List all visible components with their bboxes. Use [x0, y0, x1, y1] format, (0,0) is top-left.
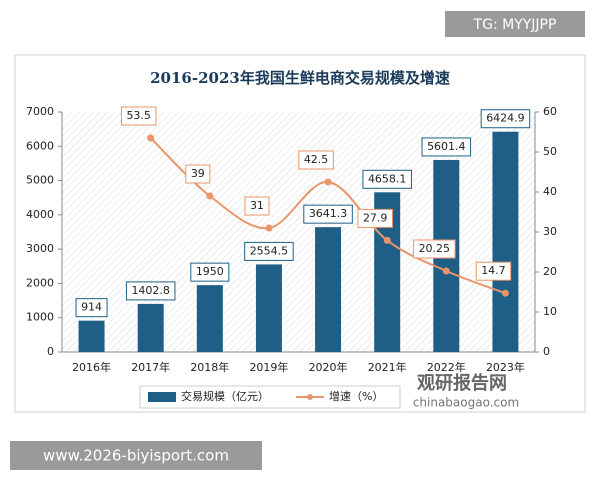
x-tick-label: 2020年	[309, 360, 348, 374]
bar-value-label: 3641.3	[309, 207, 348, 220]
bar	[196, 285, 223, 352]
line-value-label-box	[413, 239, 456, 259]
y-tick-label: 2000	[26, 276, 54, 289]
line-marker	[324, 178, 332, 186]
x-tick-label: 2018年	[190, 360, 229, 374]
y-tick-label: 3000	[26, 242, 54, 255]
line-marker	[265, 224, 273, 232]
bar	[78, 320, 105, 352]
watermark-box	[445, 11, 585, 37]
watermark-box	[10, 441, 262, 470]
y2-tick-label: 10	[543, 305, 557, 318]
bar-value-label-box	[190, 262, 230, 282]
logo-url: chinabaogao.com	[413, 396, 519, 410]
bar	[255, 264, 282, 352]
legend-frame	[139, 385, 401, 409]
logo: 观研报告网	[417, 372, 507, 394]
x-tick-label: 2023年	[486, 360, 525, 374]
legend-label: 交易规模（亿元）	[181, 389, 269, 403]
x-tick-label: 2021年	[368, 360, 407, 374]
chart-title: 2016-2023年我国生鲜电商交易规模及增速	[150, 69, 450, 87]
line-value-label: 20.25	[419, 242, 451, 255]
bar-value-label-box	[244, 241, 294, 261]
x-tick-label: 2017年	[131, 360, 170, 374]
bar-value-label-box	[75, 298, 108, 318]
y-tick-label: 1000	[26, 311, 54, 324]
line-marker	[147, 134, 155, 142]
y-tick-label: 5000	[26, 174, 54, 187]
x-tick-label: 2016年	[72, 360, 111, 374]
line-value-label: 27.9	[363, 211, 388, 224]
y-tick-label: 4000	[26, 208, 54, 221]
line-marker	[501, 289, 509, 297]
bar-value-label: 1402.8	[131, 284, 170, 297]
line-value-label: 39	[191, 167, 205, 180]
y2-tick-label: 20	[543, 265, 557, 278]
line-value-label-box	[244, 196, 270, 216]
bar-value-label: 4658.1	[368, 172, 407, 185]
y2-tick-label: 50	[543, 145, 557, 158]
line-value-label-box	[475, 261, 512, 281]
bar-value-label-box	[125, 281, 176, 301]
bar-value-label: 5601.4	[427, 140, 466, 153]
bar-value-label: 6424.9	[486, 112, 525, 125]
line-value-label: 53.5	[126, 109, 151, 122]
bar-value-label: 2554.5	[250, 244, 289, 257]
line-value-label-box	[185, 164, 211, 184]
line-marker	[206, 192, 214, 200]
y2-tick-label: 40	[543, 185, 557, 198]
bar	[492, 131, 519, 352]
watermark-text: TG: MYYJJPP	[473, 17, 557, 33]
line-value-label: 42.5	[304, 153, 329, 166]
legend-swatch	[307, 394, 313, 400]
y2-tick-label: 0	[543, 345, 550, 358]
bar-value-label-box	[480, 109, 531, 129]
legend-swatch	[148, 392, 176, 402]
y-tick-label: 7000	[26, 105, 54, 118]
bar-value-label: 1950	[196, 265, 224, 278]
line-value-label: 31	[250, 199, 264, 212]
line-marker	[383, 236, 391, 244]
legend-label: 增速（%）	[329, 389, 383, 403]
chart-frame	[14, 54, 586, 413]
y2-tick-label: 60	[543, 105, 557, 118]
watermark-text: www.2026-biyisport.com	[43, 447, 229, 465]
line-value-label-box	[357, 208, 393, 228]
bar-value-label-box	[303, 204, 353, 224]
x-tick-label: 2019年	[249, 360, 288, 374]
line-value-label: 14.7	[481, 264, 506, 277]
line-marker	[442, 267, 450, 275]
x-tick-label: 2022年	[427, 360, 466, 374]
line-value-label-box	[298, 150, 334, 170]
bar	[137, 303, 164, 352]
y-tick-label: 0	[47, 345, 54, 358]
y2-tick-label: 30	[543, 225, 557, 238]
bar-value-label-box	[362, 169, 412, 189]
bar-value-label: 914	[81, 301, 102, 314]
bar-value-label-box	[421, 137, 472, 157]
y-tick-label: 6000	[26, 139, 54, 152]
bar	[315, 227, 342, 352]
line-value-label-box	[120, 106, 157, 126]
